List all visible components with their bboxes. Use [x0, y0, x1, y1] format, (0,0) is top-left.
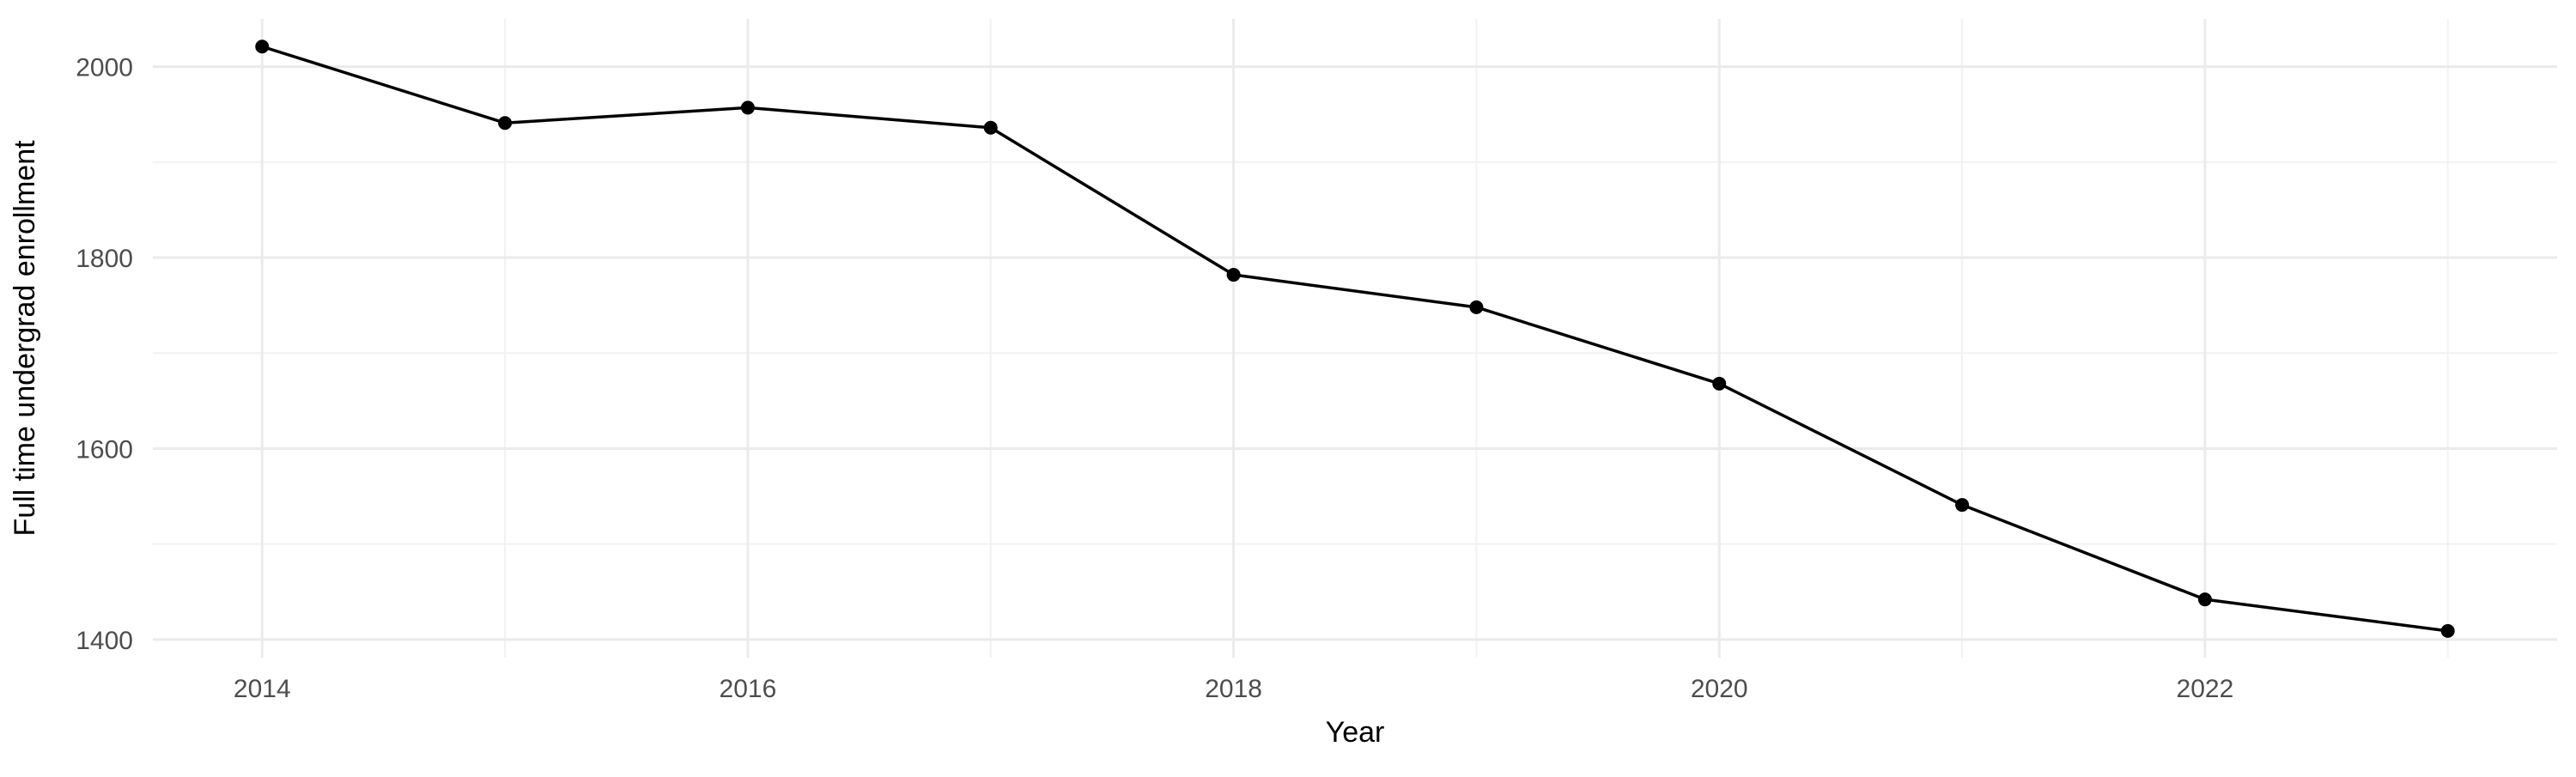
x-tick-label: 2020 [1691, 675, 1748, 703]
data-point-2021 [1955, 498, 1970, 513]
gridlines-minor [153, 19, 2557, 658]
y-tick-label: 1600 [76, 435, 133, 464]
data-point-2017 [983, 120, 998, 135]
enrollment-line [260, 45, 2450, 633]
data-point-2016 [740, 100, 755, 115]
x-tick-label: 2016 [720, 675, 777, 703]
gridlines-major [153, 19, 2557, 658]
y-tick-label: 1800 [76, 245, 133, 273]
enrollment-series [255, 39, 2455, 638]
data-point-2019 [1469, 300, 1484, 314]
data-point-2014 [255, 39, 270, 54]
y-axis-tick-labels: 1400 1600 1800 2000 [76, 54, 133, 655]
data-point-2022 [2197, 592, 2212, 607]
data-point-2015 [498, 116, 513, 131]
x-axis-title: Year [1326, 716, 1385, 749]
data-point-2018 [1226, 268, 1241, 282]
y-tick-label: 1400 [76, 627, 133, 655]
x-tick-label: 2022 [2177, 675, 2234, 703]
x-axis-tick-labels: 2014 2016 2018 2020 2022 [234, 675, 2233, 703]
data-point-2023 [2440, 623, 2455, 638]
data-point-2020 [1712, 376, 1727, 391]
y-tick-label: 2000 [76, 54, 133, 82]
y-axis-title: Full time undergrad enrollment [9, 140, 41, 537]
x-tick-label: 2014 [234, 675, 291, 703]
x-tick-label: 2018 [1205, 675, 1262, 703]
